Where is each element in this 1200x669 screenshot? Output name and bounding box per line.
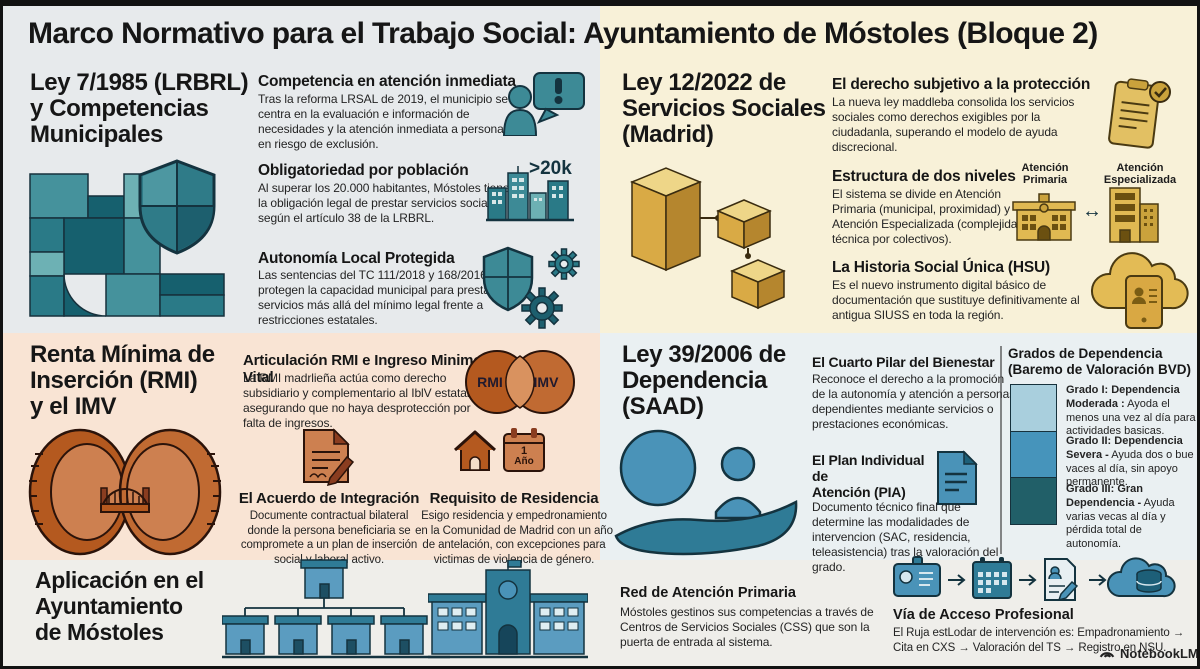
red-body: Móstoles gestinos sus competencias a tra… [620, 605, 874, 649]
q3-item1-body: La RMI madrlieña actúa como derecho subs… [243, 371, 473, 430]
calendar-year-icon [503, 427, 545, 478]
org-chart-buildings-icon [221, 558, 452, 667]
label-atencion-especializada: Atención Especializada [1103, 162, 1177, 187]
venn-label-imv: IMV [533, 374, 559, 390]
label-atencion-primaria: Atención Primaria [1021, 162, 1069, 187]
venn-label-rmi: RMI [477, 374, 503, 390]
population-badge: >20k [529, 158, 572, 179]
grado1-text: Grado I: Dependencia Moderada : Ayoda el… [1066, 384, 1196, 438]
q4-item2-heading: El Plan Individual de Atención (PIA) [812, 452, 925, 500]
building-primaria-icon [1012, 192, 1076, 247]
contract-pen-icon [296, 426, 355, 491]
q2-title: Ley 12/2022 de Servicios Sociales (Madri… [622, 69, 826, 148]
hand-holding-person-icon [610, 424, 805, 561]
grado1-swatch [1010, 384, 1057, 432]
q1-item1-heading: Competencia en atención inmediata [258, 73, 516, 90]
cloud-tablet-icon [1086, 248, 1194, 337]
watermark: NotebookLM [1098, 644, 1199, 662]
clipboard-check-icon [1100, 78, 1172, 159]
q3-title: Renta Mínima de Inserción (RMI) y el IMV [30, 341, 215, 420]
q2-item3-heading: La Historia Social Única (HSU) [832, 259, 1050, 276]
grado3-swatch [1010, 477, 1057, 525]
venn-circles-icon [464, 349, 576, 420]
isometric-cubes-icon [614, 160, 809, 333]
person-chat-alert-icon [500, 70, 588, 141]
via-body: El Ruja estLodar de intervención es: Emp… [893, 627, 1185, 654]
city-hall-icon [427, 559, 589, 665]
bottom-title: Aplicación en el Ayuntamiento de Móstole… [35, 567, 204, 645]
arrow-both-icon: ↔ [1082, 200, 1102, 222]
q3-item3-body: Esigo residencia y empedronamiento en la… [415, 510, 613, 567]
q3-item3-heading: Requisito de Residencia [429, 490, 599, 507]
shield-gears-icon [480, 246, 586, 335]
watermark-text: NotebookLM [1120, 645, 1199, 661]
q2-item1-body: La nueva ley maddleba consolida los serv… [832, 95, 1075, 154]
document-pia-icon [930, 448, 980, 513]
q1-item1-body: Tras la reforma LRSAL de 2019, el munici… [258, 92, 510, 151]
house-icon [452, 428, 498, 477]
q4-title: Ley 39/2006 de Dependencia (SAAD) [622, 341, 786, 420]
q4-item2-body: Documento técnico final que determine la… [812, 500, 999, 574]
column-divider [1000, 346, 1002, 554]
shield-quadrants-icon [134, 158, 220, 261]
q3-item2-heading: El Acuerdo de Integración [238, 490, 420, 507]
notebooklm-logo-icon [1098, 644, 1116, 662]
coins-bridge-icon [25, 426, 225, 563]
via-heading: Vía de Acceso Profesional [893, 607, 1074, 623]
q2-item3-body: Es el nuevo instrumento digital básico d… [832, 278, 1080, 322]
q4-item1-body: Reconoce el derecho a la promoción de la… [812, 372, 1016, 431]
q1-title: Ley 7/1985 (LRBRL) y Competencias Munici… [30, 69, 249, 148]
q2-item2-heading: Estructura de dos niveles [832, 168, 1016, 185]
q3-item1-heading: Articulación RMI e Ingreso Minimo Vital [243, 352, 483, 386]
grado2-swatch [1010, 430, 1057, 479]
q2-item1-heading: El derecho subjetivo a la protección [832, 76, 1091, 93]
q1-item2-heading: Obligatoriedad por población [258, 162, 469, 179]
grados-heading: Grados de Dependencia (Baremo de Valorac… [1008, 346, 1192, 377]
city-skyline-icon [486, 166, 574, 227]
red-heading: Red de Atención Primaria [620, 585, 796, 601]
grado2-text: Grado II: Dependencia Severa - Ayuda dos… [1066, 435, 1194, 489]
q4-item1-heading: El Cuarto Pilar del Bienestar [812, 354, 995, 370]
calendar-year-label: Año [514, 456, 534, 467]
q2-item2-body: El sistema se divide en Atención Primari… [832, 187, 1024, 246]
dependency-scale-icon [1010, 384, 1057, 525]
access-flow-icons [893, 556, 1185, 607]
q1-item2-body: Al superar los 20.000 habitantes, Móstol… [258, 181, 510, 225]
q1-item3-body: Las sentencias del TC 111/2018 y 168/201… [258, 268, 494, 327]
q1-item3-heading: Autonomía Local Protegida [258, 250, 455, 267]
calendar-day-label: 1 [520, 445, 528, 457]
page-title: Marco Normativo para el Trabajo Social: … [28, 17, 1098, 50]
grado3-text: Grado III: Gran Dependencia - Ayuda vari… [1066, 483, 1175, 550]
building-especializada-icon [1104, 186, 1162, 249]
